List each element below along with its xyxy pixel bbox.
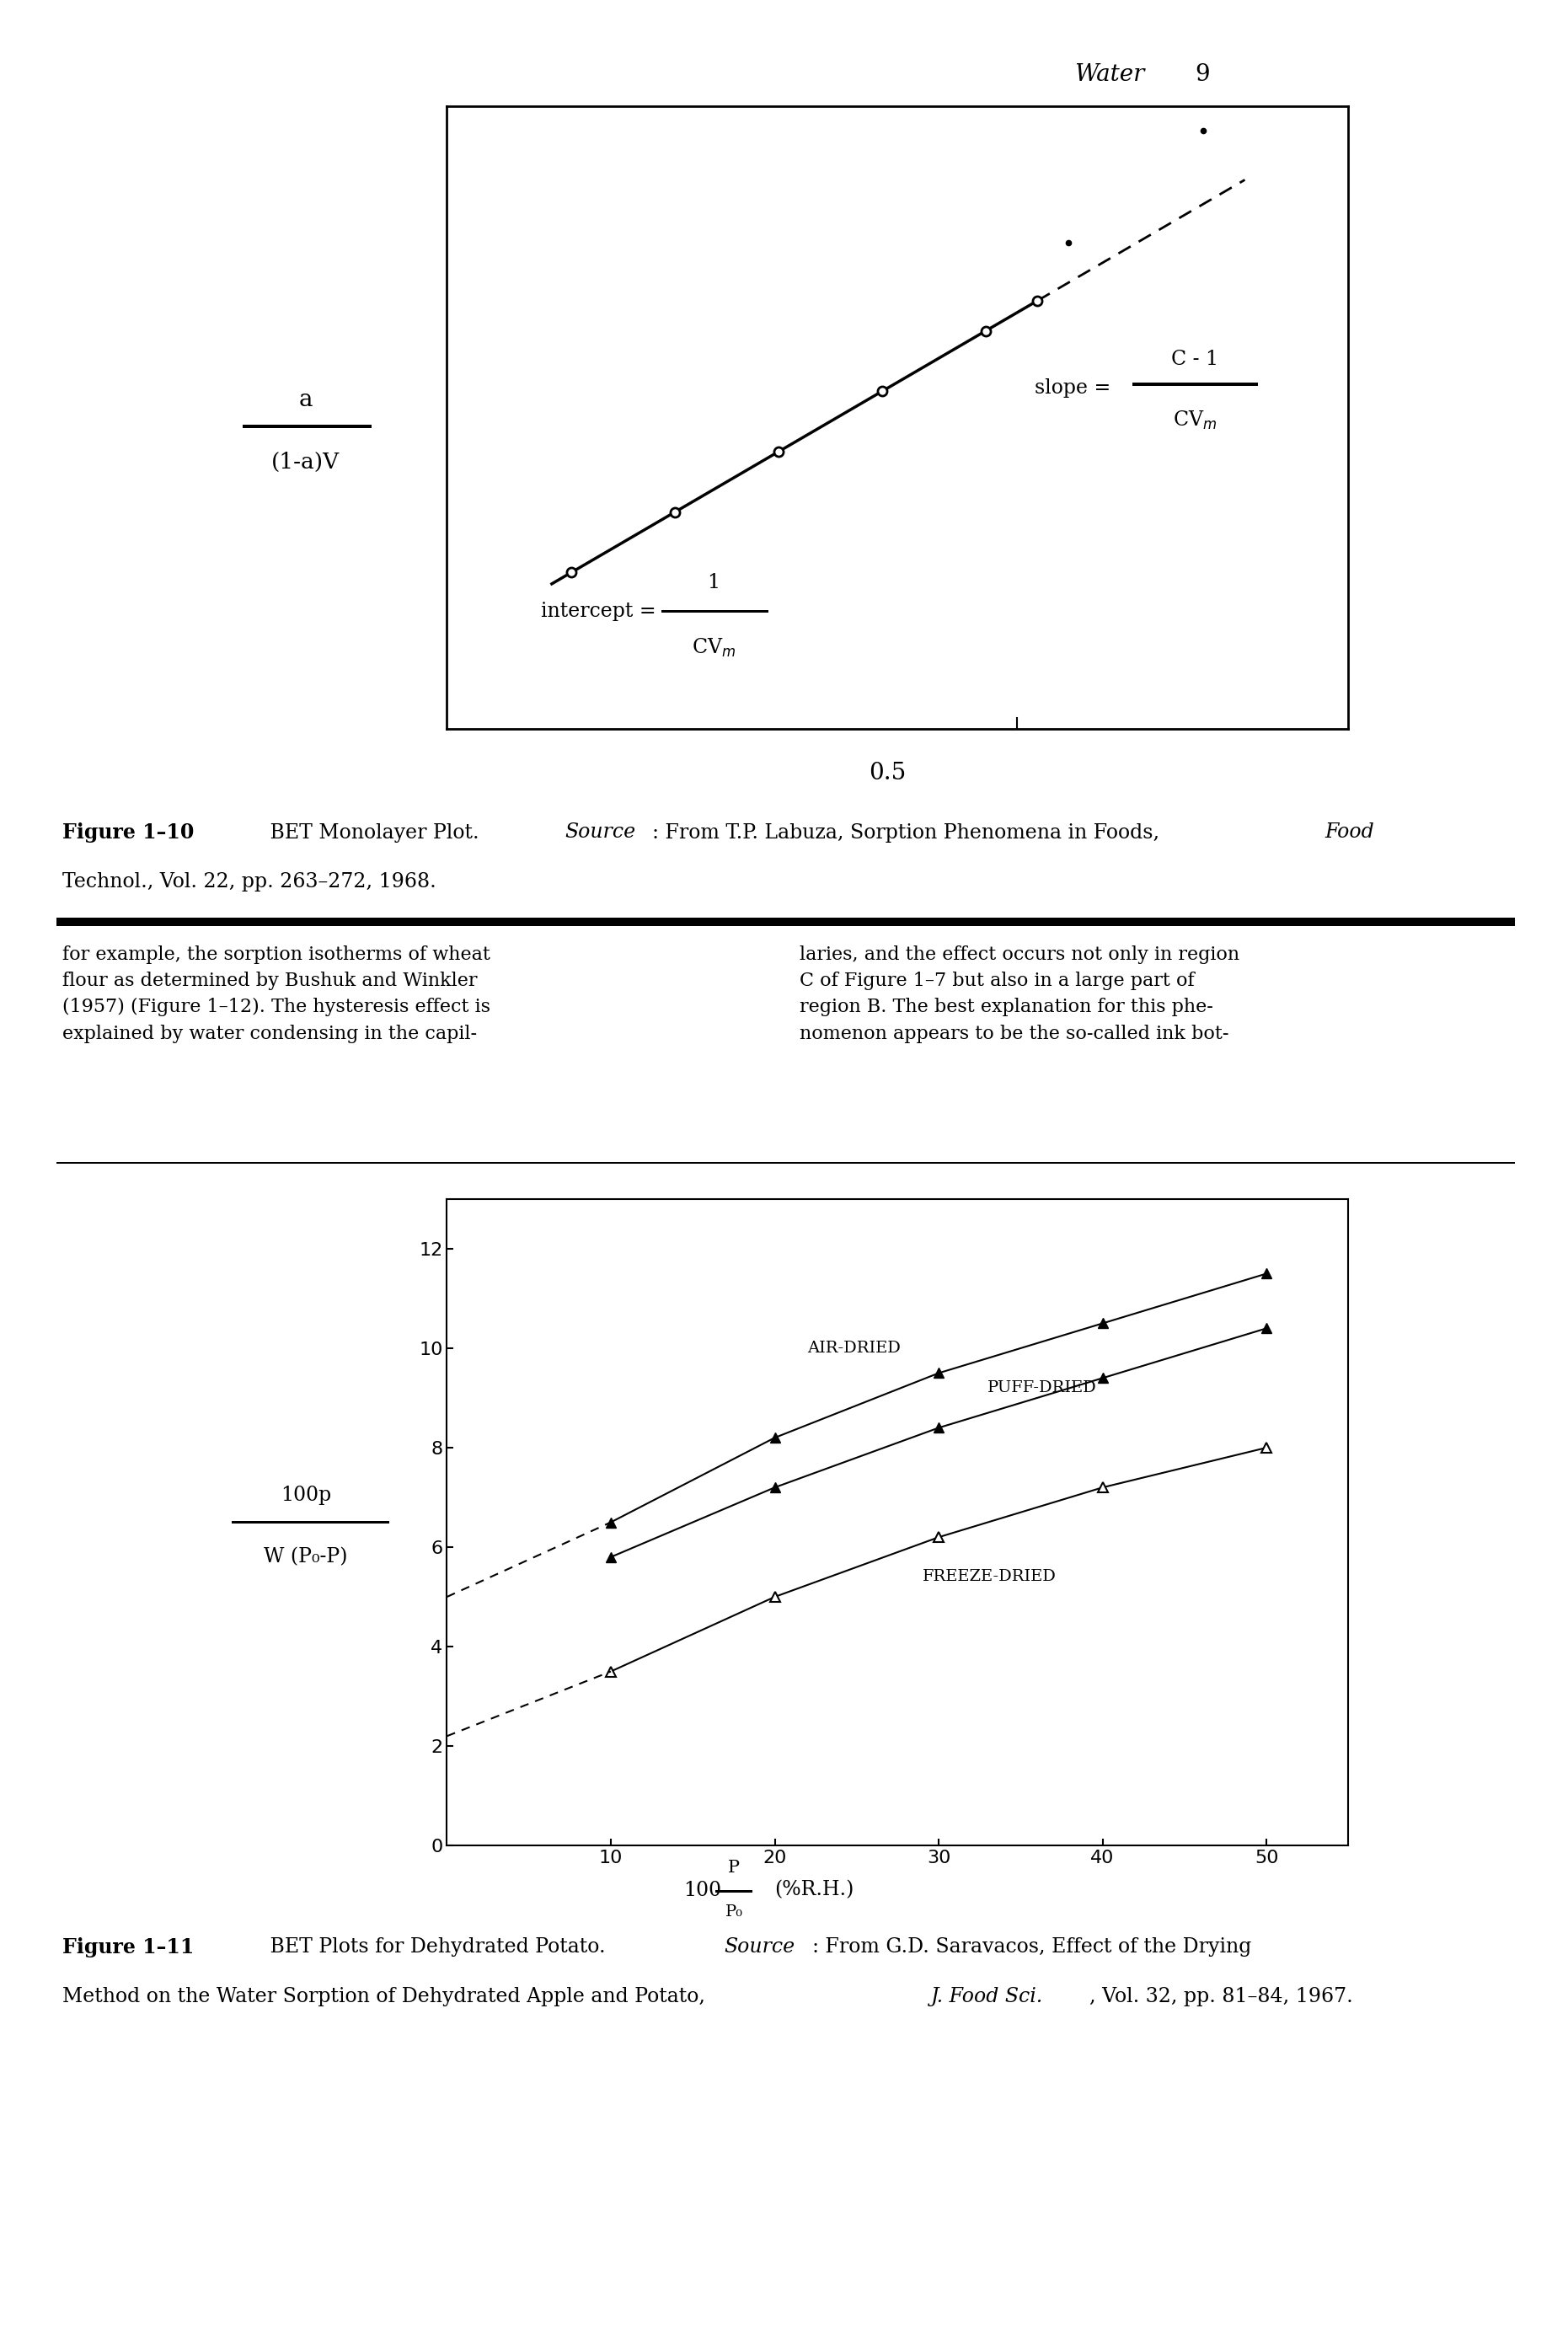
Text: Method on the Water Sorption of Dehydrated Apple and Potato,: Method on the Water Sorption of Dehydrat… xyxy=(63,1987,712,2005)
Text: Figure 1–11: Figure 1–11 xyxy=(63,1937,194,1958)
Text: intercept =: intercept = xyxy=(541,602,662,621)
Text: 9: 9 xyxy=(1195,63,1209,87)
Text: P: P xyxy=(728,1860,740,1876)
Text: Water: Water xyxy=(1074,63,1145,87)
Text: C - 1: C - 1 xyxy=(1171,350,1218,369)
Text: Source: Source xyxy=(724,1937,795,1956)
Text: 100: 100 xyxy=(684,1881,721,1900)
Text: (1-a)V: (1-a)V xyxy=(271,451,340,473)
Text: CV$_m$: CV$_m$ xyxy=(691,637,735,658)
Text: J. Food Sci.: J. Food Sci. xyxy=(931,1987,1044,2005)
Text: , Vol. 32, pp. 81–84, 1967.: , Vol. 32, pp. 81–84, 1967. xyxy=(1090,1987,1353,2005)
Text: W (P₀-P): W (P₀-P) xyxy=(263,1547,348,1566)
Text: Figure 1–10: Figure 1–10 xyxy=(63,823,194,844)
Text: 1: 1 xyxy=(707,574,720,592)
Text: (%R.H.): (%R.H.) xyxy=(775,1881,855,1900)
Text: laries, and the effect occurs not only in region
C of Figure 1–7 but also in a l: laries, and the effect occurs not only i… xyxy=(800,945,1240,1044)
Text: BET Monolayer Plot.: BET Monolayer Plot. xyxy=(263,823,485,842)
Text: Food: Food xyxy=(1325,823,1375,842)
Text: PUFF-DRIED: PUFF-DRIED xyxy=(988,1380,1098,1396)
Text: Source: Source xyxy=(564,823,635,842)
Text: BET Plots for Dehydrated Potato.: BET Plots for Dehydrated Potato. xyxy=(263,1937,612,1956)
Text: a: a xyxy=(299,388,312,411)
Text: AIR-DRIED: AIR-DRIED xyxy=(808,1340,902,1357)
Text: for example, the sorption isotherms of wheat
flour as determined by Bushuk and W: for example, the sorption isotherms of w… xyxy=(63,945,491,1044)
Text: 100p: 100p xyxy=(281,1486,331,1505)
Text: FREEZE-DRIED: FREEZE-DRIED xyxy=(922,1570,1057,1585)
Text: CV$_m$: CV$_m$ xyxy=(1173,409,1217,430)
Text: 0.5: 0.5 xyxy=(869,762,906,785)
Text: : From G.D. Saravacos, Effect of the Drying: : From G.D. Saravacos, Effect of the Dry… xyxy=(812,1937,1251,1956)
Text: P₀: P₀ xyxy=(724,1904,743,1918)
Text: Technol., Vol. 22, pp. 263–272, 1968.: Technol., Vol. 22, pp. 263–272, 1968. xyxy=(63,872,436,891)
Text: slope =: slope = xyxy=(1035,379,1118,397)
Text: : From T.P. Labuza, Sorption Phenomena in Foods,: : From T.P. Labuza, Sorption Phenomena i… xyxy=(652,823,1167,842)
